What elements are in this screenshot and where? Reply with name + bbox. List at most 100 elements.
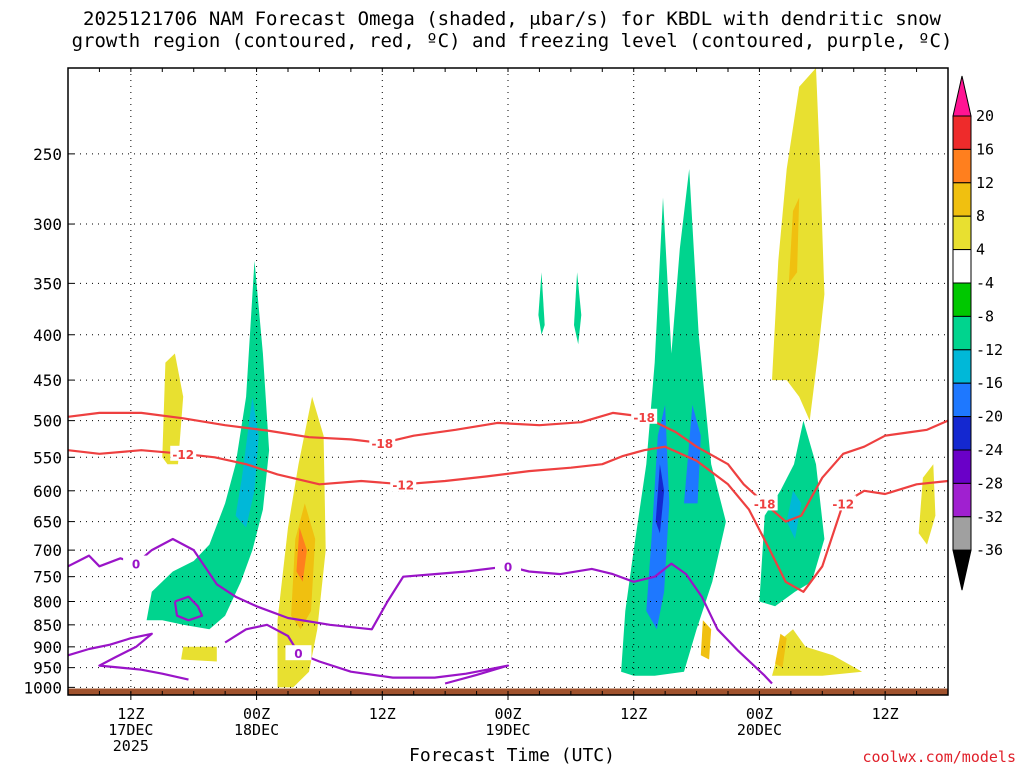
colorbar-bin <box>952 516 972 551</box>
omega-region-ascent-20dec-core <box>786 490 802 539</box>
isotherm-minus12 <box>67 445 949 593</box>
omega-region-sinking-18dec-max <box>296 527 307 582</box>
isotherm-minus18-label-bg <box>631 408 658 424</box>
x-tick-label: 00Z <box>494 705 521 723</box>
omega-field <box>146 68 936 688</box>
x-tick-label: 18DEC <box>234 721 279 739</box>
y-tick-label: 600 <box>33 482 62 501</box>
omega-region-ascent-19dec-core2 <box>684 404 701 504</box>
omega-region-upper-sinking-20dec <box>772 68 825 421</box>
isotherm-minus12-label-bg <box>830 495 857 511</box>
freezing-level-low <box>67 632 189 681</box>
colorbar-level-label: -20 <box>976 408 1003 426</box>
y-tick-label: 300 <box>33 215 62 234</box>
freezing-level-main-label-bg <box>123 555 150 571</box>
isotherm-minus18-label-bg <box>369 435 396 451</box>
x-tick-label: 00Z <box>243 705 270 723</box>
colorbar-level-label: 16 <box>976 140 994 158</box>
freezing-level-mid-label: 0 <box>294 647 302 661</box>
y-tick-label: 650 <box>33 513 62 532</box>
title-line-2: growth region (contoured, red, ºC) and f… <box>71 30 953 52</box>
omega-region-low-sinking-20dec <box>772 629 863 676</box>
colorbar-level-label: -32 <box>976 508 1003 526</box>
colorbar-bin <box>952 482 972 518</box>
colorbar-bin <box>952 215 972 251</box>
x-tick-label: 20DEC <box>737 721 782 739</box>
isotherm-minus18-label: -18 <box>371 437 393 451</box>
plot-frame <box>67 67 949 696</box>
y-tick-label: 450 <box>33 371 62 390</box>
y-tick-label: 350 <box>33 274 62 293</box>
colorbar-bin <box>952 449 972 484</box>
isotherm-minus12-label: -12 <box>392 478 414 492</box>
isotherm-minus12-label: -12 <box>832 497 854 511</box>
omega-region-upper-sinking-20dec-core <box>788 197 800 284</box>
omega-region-isolated-ascent-2 <box>574 272 582 345</box>
omega-region-ascent-19dec-main <box>621 169 726 676</box>
x-tick-label: 12Z <box>117 705 144 723</box>
colorbar-bottom-arrow <box>952 549 972 591</box>
isotherm-minus18 <box>67 411 949 523</box>
colorbar-bin <box>952 416 972 451</box>
isotherm-minus18-label-bg <box>751 495 778 511</box>
x-tick-label: 2025 <box>113 737 149 755</box>
isotherm-minus12-label: -12 <box>172 448 194 462</box>
y-tick-label: 550 <box>33 448 62 467</box>
colorbar-level-label: -8 <box>976 307 994 325</box>
title-line-1: 2025121706 NAM Forecast Omega (shaded, μ… <box>83 8 941 30</box>
grid <box>68 68 948 695</box>
colorbar-level-label: -12 <box>976 341 1003 359</box>
source-credit: coolwx.com/models <box>862 748 1016 766</box>
freezing-level-loop <box>173 595 204 622</box>
freezing-level-mid-label-bg <box>285 645 312 661</box>
colorbar-level-label: 8 <box>976 207 985 225</box>
omega-region-ascent-19dec-max <box>655 464 665 534</box>
y-tick-label: 800 <box>33 593 62 612</box>
colorbar-level-label: -24 <box>976 441 1003 459</box>
colorbar-top-arrow <box>952 75 972 117</box>
colorbar-level-label: 12 <box>976 174 994 192</box>
isotherm-minus18-label: -18 <box>633 411 655 425</box>
chart-title: 2025121706 NAM Forecast Omega (shaded, μ… <box>0 8 1024 52</box>
colorbar-bin <box>952 282 972 317</box>
y-tick-label: 250 <box>33 145 62 164</box>
colorbar: 20 16 12 8 4 -4 -8 -12 -16 -20 -24 -28 -32 -36 <box>952 75 1003 591</box>
colorbar-level-label: 4 <box>976 241 985 259</box>
omega-region-isolated-ascent-1 <box>538 272 545 335</box>
omega-region-snow-ascent-18dec <box>146 260 270 630</box>
y-tick-label: 1000 <box>23 678 62 697</box>
freezing-level-main-label: 0 <box>132 558 140 572</box>
y-tick-label: 400 <box>33 326 62 345</box>
colorbar-bin <box>952 249 972 284</box>
x-axis-label: Forecast Time (UTC) <box>409 745 615 766</box>
colorbar-bin <box>952 115 972 150</box>
y-tick-label: 700 <box>33 541 62 560</box>
omega-region-low-sinking-20dec-core <box>775 633 787 668</box>
y-tick-label: 500 <box>33 412 62 431</box>
isotherm-minus12-label-bg <box>390 476 417 492</box>
freezing-level-mid <box>224 623 510 685</box>
colorbar-level-label: -16 <box>976 374 1003 392</box>
y-tick-label: 750 <box>33 568 62 587</box>
axes: 250 300 350 400 450 500 550 600 650 700 750 800 850 9… <box>23 67 949 755</box>
colorbar-level-label: -36 <box>976 541 1003 559</box>
colorbar-level-label: 20 <box>976 107 994 125</box>
isotherm-minus18-label: -18 <box>754 497 776 511</box>
x-tick-label: 12Z <box>620 705 647 723</box>
omega-region-low-sinking-17dec <box>181 646 217 662</box>
omega-region-low-sinking-19dec <box>700 620 712 660</box>
x-tick-label: 19DEC <box>485 721 530 739</box>
x-tick-label: 12Z <box>872 705 899 723</box>
freezing-level-main-label: 0 <box>504 560 512 574</box>
colorbar-bin <box>952 148 972 184</box>
omega-region-east-edge-sinking <box>918 464 936 545</box>
isotherm-minus12-label-bg <box>170 445 197 461</box>
omega-region-sinking-17dec <box>162 353 184 465</box>
colorbar-bin <box>952 315 972 351</box>
y-tick-label: 900 <box>33 638 62 657</box>
x-tick-label: 12Z <box>369 705 396 723</box>
colorbar-bin <box>952 182 972 217</box>
x-tick-label: 17DEC <box>108 721 153 739</box>
x-tick-label: 00Z <box>746 705 773 723</box>
